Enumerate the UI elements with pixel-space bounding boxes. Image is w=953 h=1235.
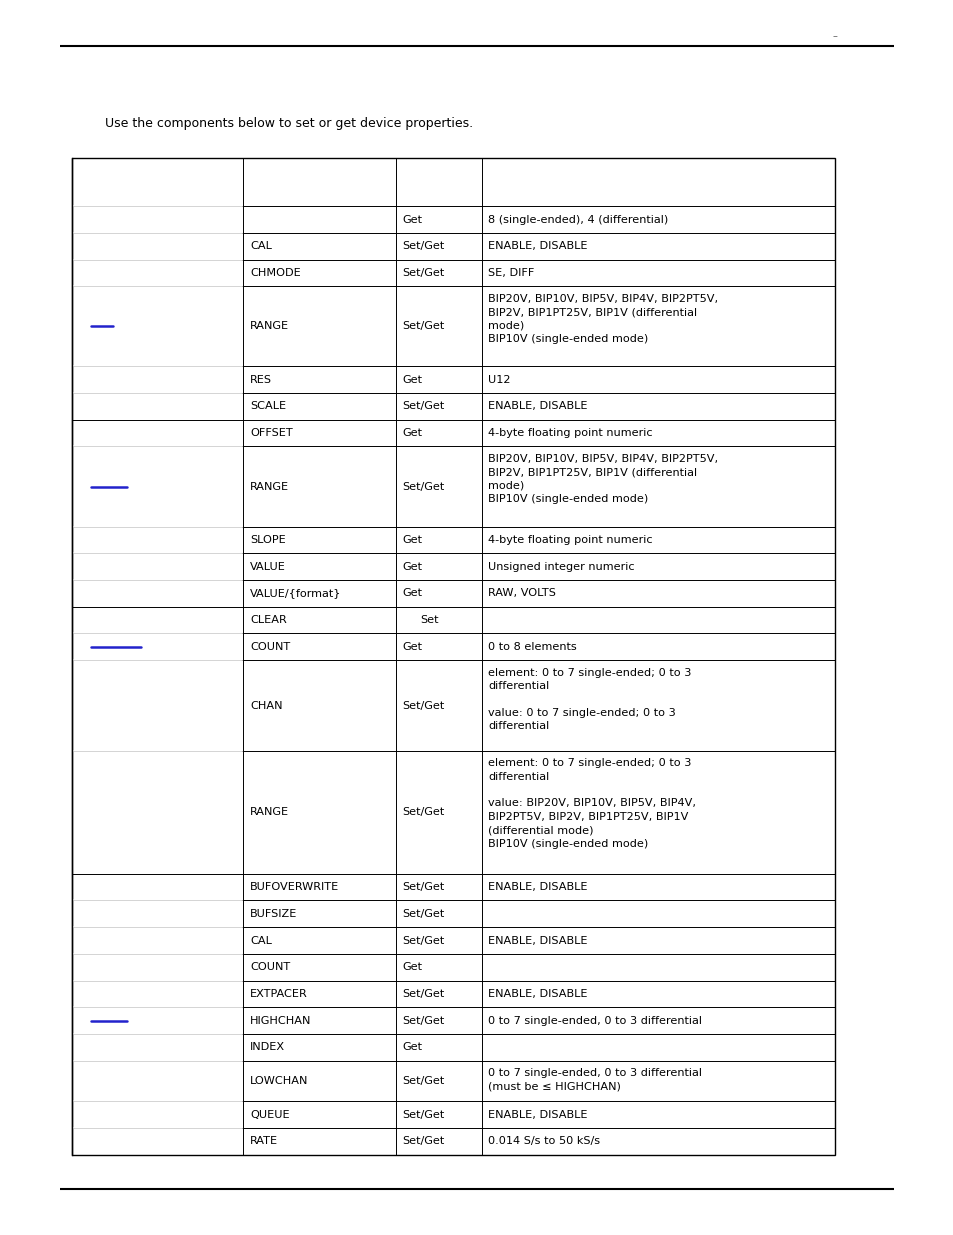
- Text: BIP20V, BIP10V, BIP5V, BIP4V, BIP2PT5V,
BIP2V, BIP1PT25V, BIP1V (differential
mo: BIP20V, BIP10V, BIP5V, BIP4V, BIP2PT5V, …: [488, 294, 718, 343]
- Text: RATE: RATE: [250, 1136, 277, 1146]
- Text: CAL: CAL: [250, 241, 272, 251]
- Text: 4-byte floating point numeric: 4-byte floating point numeric: [488, 535, 653, 545]
- Text: Set/Get: Set/Get: [402, 241, 444, 251]
- Text: HIGHCHAN: HIGHCHAN: [250, 1015, 311, 1025]
- Text: –: –: [831, 31, 837, 41]
- Text: RES: RES: [250, 374, 272, 385]
- Text: VALUE: VALUE: [250, 562, 286, 572]
- Text: BUFSIZE: BUFSIZE: [250, 909, 297, 919]
- Text: RAW, VOLTS: RAW, VOLTS: [488, 588, 556, 599]
- Text: Get: Get: [402, 429, 422, 438]
- Text: ENABLE, DISABLE: ENABLE, DISABLE: [488, 241, 587, 251]
- Text: BUFOVERWRITE: BUFOVERWRITE: [250, 882, 339, 892]
- Text: Use the components below to set or get device properties.: Use the components below to set or get d…: [105, 117, 473, 131]
- Text: COUNT: COUNT: [250, 962, 290, 972]
- Text: Set/Get: Set/Get: [402, 321, 444, 331]
- Text: Set/Get: Set/Get: [402, 882, 444, 892]
- Text: RANGE: RANGE: [250, 808, 289, 818]
- Text: 8 (single-ended), 4 (differential): 8 (single-ended), 4 (differential): [488, 215, 668, 225]
- Text: element: 0 to 7 single-ended; 0 to 3
differential

value: BIP20V, BIP10V, BIP5V,: element: 0 to 7 single-ended; 0 to 3 dif…: [488, 758, 696, 848]
- Text: Set/Get: Set/Get: [402, 808, 444, 818]
- Text: ENABLE, DISABLE: ENABLE, DISABLE: [488, 882, 587, 892]
- Text: Set/Get: Set/Get: [402, 1015, 444, 1025]
- Text: 0 to 7 single-ended, 0 to 3 differential: 0 to 7 single-ended, 0 to 3 differential: [488, 1015, 701, 1025]
- Text: Get: Get: [402, 642, 422, 652]
- Text: SLOPE: SLOPE: [250, 535, 285, 545]
- Text: CHMODE: CHMODE: [250, 268, 300, 278]
- Text: RANGE: RANGE: [250, 321, 289, 331]
- Text: SE, DIFF: SE, DIFF: [488, 268, 535, 278]
- Text: element: 0 to 7 single-ended; 0 to 3
differential

value: 0 to 7 single-ended; 0: element: 0 to 7 single-ended; 0 to 3 dif…: [488, 668, 691, 731]
- Text: CLEAR: CLEAR: [250, 615, 287, 625]
- Text: OFFSET: OFFSET: [250, 429, 293, 438]
- Text: ENABLE, DISABLE: ENABLE, DISABLE: [488, 1110, 587, 1120]
- Text: Set/Get: Set/Get: [402, 1110, 444, 1120]
- Text: COUNT: COUNT: [250, 642, 290, 652]
- Text: 0 to 8 elements: 0 to 8 elements: [488, 642, 577, 652]
- Text: Set/Get: Set/Get: [402, 401, 444, 411]
- Text: SCALE: SCALE: [250, 401, 286, 411]
- Text: Set/Get: Set/Get: [402, 482, 444, 492]
- Text: RANGE: RANGE: [250, 482, 289, 492]
- Text: Get: Get: [402, 1042, 422, 1052]
- Text: LOWCHAN: LOWCHAN: [250, 1076, 308, 1086]
- Text: ENABLE, DISABLE: ENABLE, DISABLE: [488, 989, 587, 999]
- Text: Set/Get: Set/Get: [402, 1076, 444, 1086]
- Text: Set/Get: Set/Get: [402, 936, 444, 946]
- Text: Get: Get: [402, 535, 422, 545]
- Text: Unsigned integer numeric: Unsigned integer numeric: [488, 562, 635, 572]
- Text: ENABLE, DISABLE: ENABLE, DISABLE: [488, 936, 587, 946]
- Text: Get: Get: [402, 962, 422, 972]
- Text: Get: Get: [402, 588, 422, 599]
- Text: U12: U12: [488, 374, 511, 385]
- Text: Get: Get: [402, 374, 422, 385]
- Text: INDEX: INDEX: [250, 1042, 285, 1052]
- Text: Set/Get: Set/Get: [402, 989, 444, 999]
- Text: Set/Get: Set/Get: [402, 700, 444, 710]
- Text: CAL: CAL: [250, 936, 272, 946]
- Text: ENABLE, DISABLE: ENABLE, DISABLE: [488, 401, 587, 411]
- Text: QUEUE: QUEUE: [250, 1110, 290, 1120]
- Text: CHAN: CHAN: [250, 700, 282, 710]
- Text: VALUE/{format}: VALUE/{format}: [250, 588, 341, 599]
- Text: Get: Get: [402, 215, 422, 225]
- Text: Set/Get: Set/Get: [402, 268, 444, 278]
- Bar: [71, 158, 834, 1155]
- Text: Set/Get: Set/Get: [402, 909, 444, 919]
- Text: EXTPACER: EXTPACER: [250, 989, 308, 999]
- Text: Get: Get: [402, 562, 422, 572]
- Text: 0.014 S/s to 50 kS/s: 0.014 S/s to 50 kS/s: [488, 1136, 600, 1146]
- Text: Set/Get: Set/Get: [402, 1136, 444, 1146]
- Text: BIP20V, BIP10V, BIP5V, BIP4V, BIP2PT5V,
BIP2V, BIP1PT25V, BIP1V (differential
mo: BIP20V, BIP10V, BIP5V, BIP4V, BIP2PT5V, …: [488, 454, 718, 504]
- Text: Set: Set: [419, 615, 438, 625]
- Text: 4-byte floating point numeric: 4-byte floating point numeric: [488, 429, 653, 438]
- Text: 0 to 7 single-ended, 0 to 3 differential
(must be ≤ HIGHCHAN): 0 to 7 single-ended, 0 to 3 differential…: [488, 1068, 701, 1092]
